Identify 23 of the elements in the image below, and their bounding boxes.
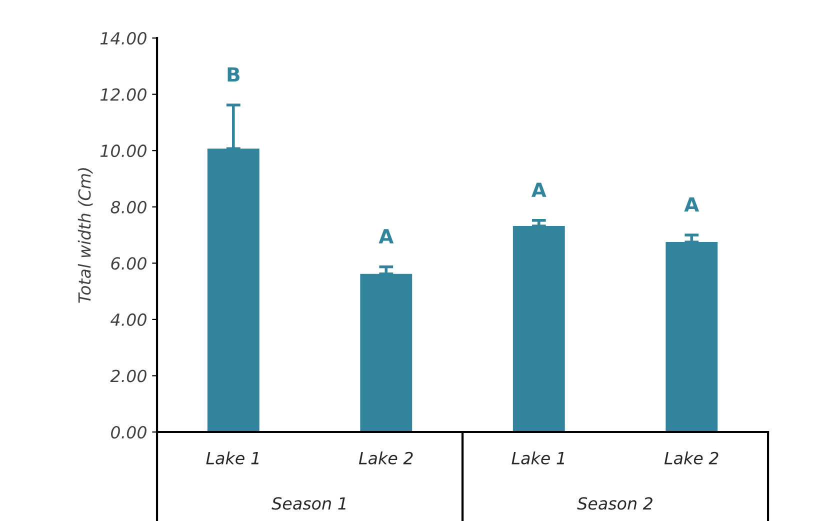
bar bbox=[360, 274, 412, 432]
annotation: B bbox=[228, 67, 240, 82]
annotation: A bbox=[378, 229, 394, 244]
y-tick-label: 4.00 bbox=[110, 313, 146, 326]
bar bbox=[512, 226, 565, 432]
x-tick-label: Lake 2 bbox=[664, 452, 718, 464]
x-tick-label: Lake 1 bbox=[512, 452, 564, 464]
annotation: A bbox=[531, 182, 546, 197]
y-tick-label: 0.00 bbox=[111, 426, 146, 439]
y-tick-label: 8.00 bbox=[110, 200, 146, 214]
y-tick-label: 2.00 bbox=[110, 370, 146, 382]
y-tick-label: 12.00 bbox=[100, 88, 146, 101]
y-tick-label: 10.00 bbox=[100, 144, 146, 158]
y-axis-title: Total width (Cm) bbox=[78, 168, 93, 303]
text: Season 1 bbox=[272, 497, 346, 510]
y-tick-label: 6.00 bbox=[111, 257, 146, 270]
x-tick-label: Lake 1 bbox=[206, 452, 259, 464]
y-tick-label: 14.00 bbox=[100, 32, 146, 45]
text: Season 2 bbox=[577, 497, 652, 510]
x-tick-label: Lake 2 bbox=[358, 452, 413, 464]
bar bbox=[207, 148, 260, 432]
annotation: A bbox=[684, 197, 700, 212]
bar bbox=[666, 242, 718, 432]
